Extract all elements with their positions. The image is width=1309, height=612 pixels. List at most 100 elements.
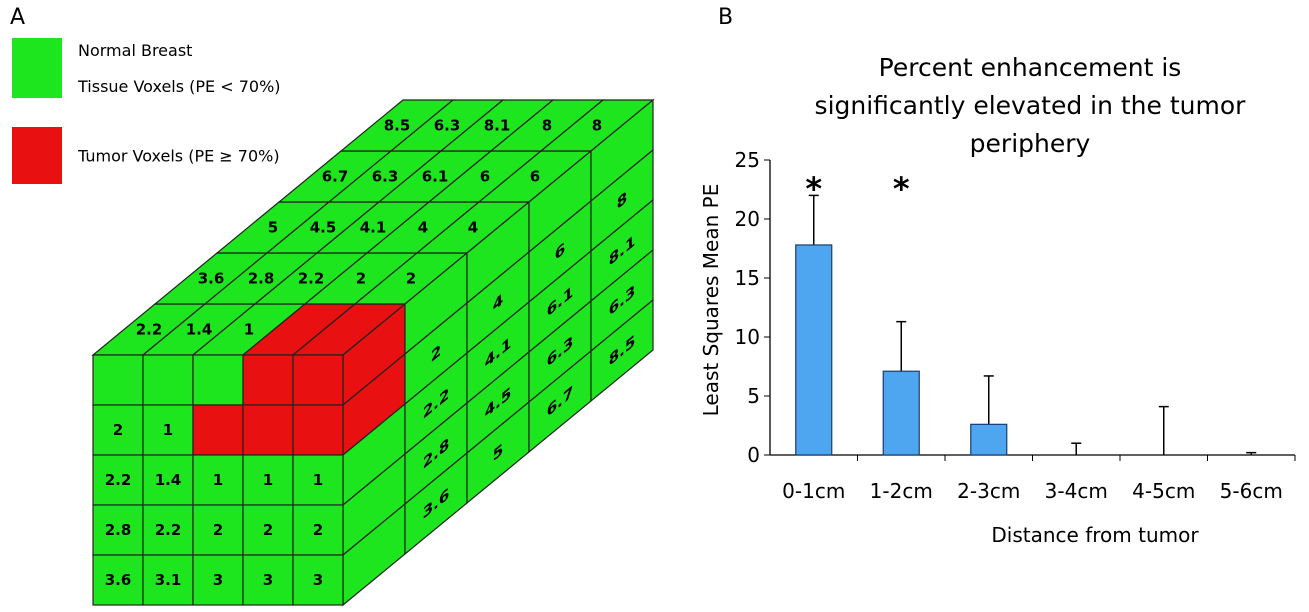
front-voxel bbox=[242, 354, 294, 406]
chart-title: significantly elevated in the tumor bbox=[815, 91, 1247, 120]
voxel-label: 2.2 bbox=[298, 270, 325, 288]
voxel-label: 1 bbox=[313, 471, 323, 489]
front-voxel bbox=[142, 354, 194, 406]
voxel-label: 8.1 bbox=[484, 117, 511, 135]
front-voxel bbox=[292, 554, 344, 606]
front-voxel bbox=[242, 504, 294, 556]
x-tick-label: 4-5cm bbox=[1132, 479, 1195, 503]
front-voxel bbox=[192, 404, 244, 456]
voxel-label: 2 bbox=[113, 421, 123, 439]
voxel-label: 3 bbox=[263, 571, 273, 589]
front-voxel bbox=[292, 454, 344, 506]
voxel-label: 5 bbox=[493, 440, 503, 466]
chart-title: periphery bbox=[970, 129, 1091, 158]
voxel-label: 8.5 bbox=[384, 117, 411, 135]
error-bar bbox=[1071, 442, 1082, 455]
y-tick-label: 10 bbox=[735, 325, 760, 349]
voxel-label: 4.1 bbox=[360, 219, 387, 237]
voxel-label: 2 bbox=[431, 341, 441, 367]
voxel-label: 3.6 bbox=[105, 571, 132, 589]
voxel-label: 8 bbox=[617, 188, 627, 214]
front-voxel bbox=[192, 454, 244, 506]
front-voxel bbox=[292, 354, 344, 406]
front-voxel bbox=[192, 504, 244, 556]
front-voxel bbox=[242, 404, 294, 456]
legend-label: Normal Breast bbox=[78, 41, 192, 60]
voxel-label: 2 bbox=[213, 521, 223, 539]
voxel-label: 4 bbox=[418, 219, 428, 237]
voxel-label: 1 bbox=[213, 471, 223, 489]
front-voxel bbox=[92, 504, 144, 556]
significance-marker: * bbox=[805, 170, 822, 208]
voxel-label: 3 bbox=[313, 571, 323, 589]
voxel-label: 2.8 bbox=[105, 521, 132, 539]
voxel-label: 1 bbox=[163, 421, 173, 439]
bar bbox=[795, 244, 833, 456]
front-voxel bbox=[292, 504, 344, 556]
x-tick-label: 2-3cm bbox=[957, 479, 1020, 503]
voxel-label: 2 bbox=[313, 521, 323, 539]
y-tick-label: 0 bbox=[747, 443, 760, 467]
x-tick-label: 1-2cm bbox=[870, 479, 933, 503]
voxel-label: 4 bbox=[468, 219, 478, 237]
error-bar bbox=[1246, 451, 1257, 455]
voxel-label: 8 bbox=[542, 117, 552, 135]
voxel-label: 6 bbox=[530, 168, 540, 186]
y-tick-label: 5 bbox=[747, 384, 760, 408]
voxel-label: 2 bbox=[406, 270, 416, 288]
y-tick-label: 15 bbox=[735, 266, 760, 290]
front-voxel bbox=[92, 404, 144, 456]
voxel-label: 8 bbox=[592, 117, 602, 135]
bar bbox=[882, 370, 920, 456]
voxel-label: 6 bbox=[555, 239, 565, 265]
front-voxel bbox=[142, 404, 194, 456]
front-voxel bbox=[242, 554, 294, 606]
voxel-label: 3.6 bbox=[198, 270, 225, 288]
y-tick-label: 20 bbox=[735, 207, 760, 231]
voxel-label: 1 bbox=[263, 471, 273, 489]
front-voxel bbox=[142, 554, 194, 606]
voxel-label: 2.8 bbox=[248, 270, 275, 288]
side-voxel bbox=[590, 298, 654, 403]
bar bbox=[970, 423, 1008, 456]
legend-swatch bbox=[12, 127, 62, 184]
voxel-label: 2.2 bbox=[136, 321, 163, 339]
x-tick-label: 0-1cm bbox=[782, 479, 845, 503]
y-tick-label: 25 bbox=[735, 148, 760, 172]
voxel-label: 3 bbox=[213, 571, 223, 589]
voxel-label: 3.1 bbox=[155, 571, 182, 589]
front-voxel bbox=[242, 454, 294, 506]
panel-label: A bbox=[10, 5, 25, 30]
voxel-label: 4.5 bbox=[310, 219, 337, 237]
significance-marker: * bbox=[893, 170, 910, 208]
voxel-label: 1.4 bbox=[186, 321, 213, 339]
voxel-label: 5 bbox=[268, 219, 278, 237]
voxel-label: 2.2 bbox=[105, 471, 132, 489]
voxel-label: 4 bbox=[493, 290, 503, 316]
front-voxel bbox=[92, 554, 144, 606]
voxel-label: 6.7 bbox=[322, 168, 349, 186]
legend-swatch bbox=[12, 38, 62, 98]
front-voxel bbox=[192, 554, 244, 606]
error-bar bbox=[1158, 405, 1169, 455]
voxel-label: 2 bbox=[263, 521, 273, 539]
voxel-label: 6.3 bbox=[372, 168, 399, 186]
front-voxel bbox=[192, 354, 244, 406]
legend-label: Tumor Voxels (PE ≥ 70%) bbox=[77, 147, 280, 166]
x-tick-label: 3-4cm bbox=[1045, 479, 1108, 503]
front-voxel bbox=[92, 354, 144, 406]
voxel-label: 2 bbox=[356, 270, 366, 288]
x-tick-label: 5-6cm bbox=[1220, 479, 1283, 503]
voxel-label: 2.2 bbox=[155, 521, 182, 539]
front-voxel bbox=[292, 404, 344, 456]
panel-label: B bbox=[718, 5, 733, 30]
front-voxel bbox=[92, 454, 144, 506]
voxel-label: 6 bbox=[480, 168, 490, 186]
legend-label: Tissue Voxels (PE < 70%) bbox=[77, 77, 281, 96]
voxel-label: 1.4 bbox=[155, 471, 182, 489]
voxel-block: 2.2 1.4 1 3.6 2.8 2.2 2 2 5 4.5 4.1 4 4 6.7 6.3 6.1 6 6 8.… bbox=[91, 98, 655, 607]
y-axis-label: Least Squares Mean PE bbox=[699, 184, 723, 417]
voxel-label: 1 bbox=[244, 321, 254, 339]
x-axis-label: Distance from tumor bbox=[991, 523, 1199, 547]
